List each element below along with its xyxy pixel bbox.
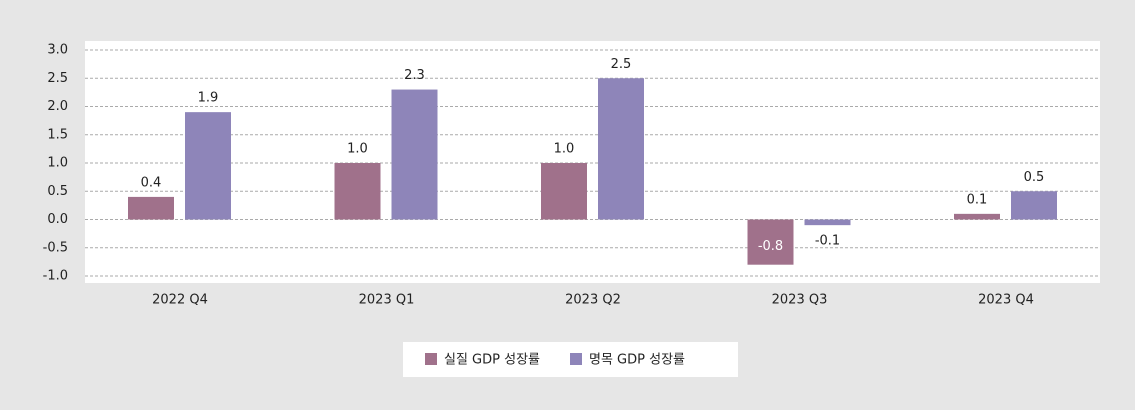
bar (954, 213, 1000, 220)
data-label: 1.0 (554, 142, 575, 157)
bar (1011, 191, 1057, 220)
legend-swatch (425, 353, 437, 365)
data-label: 1.0 (347, 142, 368, 157)
data-label: 0.4 (141, 175, 162, 190)
y-tick-label: 1.5 (47, 127, 68, 142)
legend-label: 실질 GDP 성장률 (444, 353, 540, 368)
y-tick-label: -0.5 (43, 240, 68, 255)
legend-label: 명목 GDP 성장률 (589, 353, 685, 368)
x-tick-label: 2023 Q1 (359, 293, 415, 308)
plot-area (85, 41, 1100, 283)
y-tick-label: 0.0 (47, 212, 68, 227)
x-tick-label: 2023 Q4 (978, 293, 1034, 308)
data-label: -0.8 (758, 239, 783, 254)
bar (128, 196, 174, 220)
y-tick-label: 3.0 (47, 43, 68, 58)
bar (541, 163, 587, 220)
data-label: 0.1 (967, 192, 988, 207)
data-label: -0.1 (815, 234, 840, 249)
bar (747, 219, 794, 265)
x-tick-label: 2023 Q2 (565, 293, 621, 308)
data-label: 2.3 (404, 68, 425, 83)
data-label: 1.9 (198, 91, 219, 106)
y-tick-label: -1.0 (43, 269, 68, 284)
bar (598, 78, 644, 220)
bar (804, 219, 851, 226)
y-tick-label: 2.0 (47, 99, 68, 114)
data-label: 0.5 (1024, 170, 1045, 185)
x-tick-label: 2023 Q3 (772, 293, 828, 308)
x-tick-label: 2022 Q4 (152, 293, 208, 308)
bar (391, 89, 438, 220)
y-tick-label: 0.5 (47, 184, 68, 199)
bar (334, 163, 381, 220)
legend-swatch (570, 353, 582, 365)
bar (185, 112, 231, 220)
data-label: 2.5 (611, 57, 632, 72)
y-tick-label: 2.5 (47, 71, 68, 86)
y-tick-label: 1.0 (47, 156, 68, 171)
